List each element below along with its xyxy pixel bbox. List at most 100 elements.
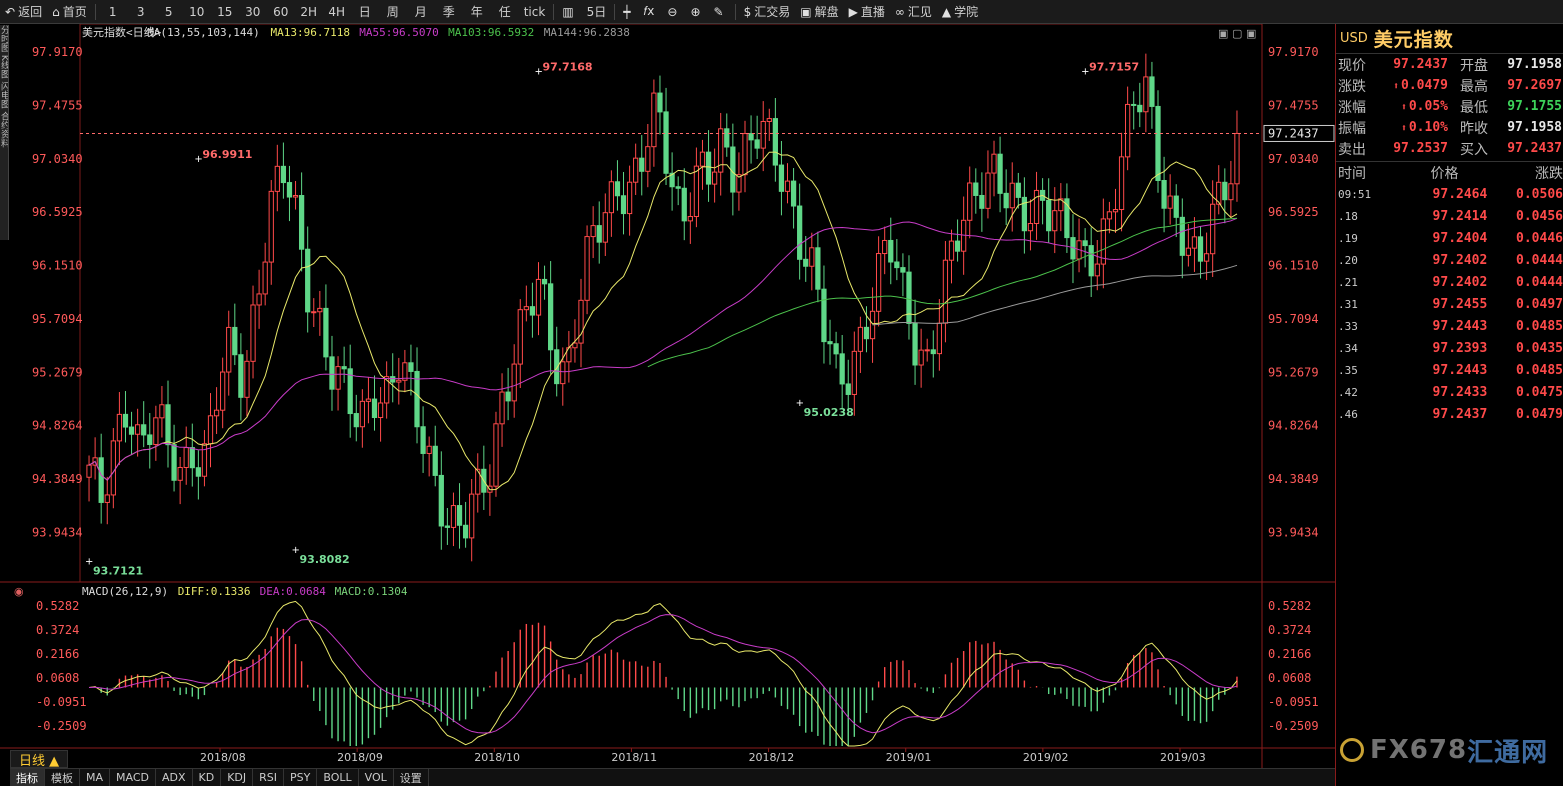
toolbar-btn-月[interactable]: 月 xyxy=(407,0,435,24)
candle-body xyxy=(718,128,724,173)
chart-header-text: MA55:96.5070 xyxy=(359,26,438,39)
candle-body xyxy=(900,267,906,273)
price-axis-left-label: 93.9434 xyxy=(32,525,83,539)
tick-time: .46 xyxy=(1338,407,1358,421)
toolbar-btn-5[interactable]: 5 xyxy=(155,0,183,24)
candle-body xyxy=(936,322,942,355)
tick-change: 0.0479 xyxy=(1516,406,1563,422)
toolbar-btn-back-arrow[interactable]: ↶ 返回 xyxy=(0,0,47,24)
toolbar-btn-季[interactable]: 季 xyxy=(435,0,463,24)
toolbar-btn-bar-chart[interactable]: ▥ xyxy=(557,0,581,24)
indicator-tab-VOL[interactable]: VOL xyxy=(359,768,394,786)
tick-row: .42 97.2433 0.0475 xyxy=(1336,381,1563,403)
toolbar-btn-fx[interactable]: 𝑓x xyxy=(639,0,663,24)
indicator-tab-PSY[interactable]: PSY xyxy=(284,768,318,786)
toolbar-btn-2H[interactable]: 2H xyxy=(295,0,323,24)
quote-panel: USD 美元指数 现价 97.2437 开盘 97.1958 涨跌 ⬆ 0.0479 最高 97… xyxy=(1335,24,1563,786)
tick-time: .18 xyxy=(1338,209,1358,223)
indicator-tab-MA[interactable]: MA xyxy=(80,768,111,786)
toolbar-label: 2H xyxy=(300,4,318,19)
period-selector[interactable]: 日线 ▲ xyxy=(10,750,69,769)
toolbar-btn-zoom-in[interactable]: ⊕ xyxy=(685,0,708,24)
chart-header-text: MA103:96.5932 xyxy=(448,26,534,39)
price-chart[interactable]: 97.9170 97.9170 97.4755 97.4755 97.0340 97.03… xyxy=(0,24,1335,786)
tick-time: .19 xyxy=(1338,231,1358,245)
toolbar-label: tick xyxy=(523,4,546,19)
toolbar-btn-任[interactable]: 任 xyxy=(491,0,519,24)
candle-body xyxy=(1131,103,1137,106)
price-axis-left-label: 94.3849 xyxy=(32,472,83,486)
indicator-tab-ADX[interactable]: ADX xyxy=(156,768,193,786)
candle-body xyxy=(122,413,129,428)
toolbar-btn-年[interactable]: 年 xyxy=(463,0,491,24)
price-axis-left-label: 96.5925 xyxy=(32,205,83,219)
toolbar-btn-周[interactable]: 周 xyxy=(379,0,407,24)
indicator-tab-BOLL[interactable]: BOLL xyxy=(317,768,359,786)
symbol-name: 美元指数 xyxy=(1373,29,1454,51)
toolbar-label: 4H xyxy=(328,4,346,19)
toolbar-btn-draw-pen[interactable]: ✎ xyxy=(709,0,732,24)
candle-body xyxy=(748,133,754,141)
candle-body xyxy=(250,304,256,362)
indicator-tab-设置[interactable]: 设置 xyxy=(394,768,429,786)
tick-price-header: 价格 xyxy=(1430,165,1459,182)
toolbar-btn-60[interactable]: 60 xyxy=(267,0,295,24)
candle-body xyxy=(1064,198,1070,239)
toolbar-btn-5日[interactable]: 5日 xyxy=(582,0,612,24)
candle-body xyxy=(681,187,687,222)
quote-label: 现价 xyxy=(1338,57,1366,74)
extreme-marker: + xyxy=(292,545,300,556)
toolbar-btn-video[interactable]: ▶ 直播 xyxy=(844,0,890,24)
toolbar-btn-4H[interactable]: 4H xyxy=(323,0,351,24)
macd-axis-right-label: -0.0951 xyxy=(1268,695,1319,709)
toolbar-btn-tick[interactable]: tick xyxy=(519,0,551,24)
candle-body xyxy=(165,404,171,446)
candle-body xyxy=(1106,211,1113,220)
toolbar-btn-日[interactable]: 日 xyxy=(351,0,379,24)
toolbar-btn-dollar[interactable]: $ 汇交易 xyxy=(739,0,796,24)
indicator-tab-RSI[interactable]: RSI xyxy=(253,768,285,786)
candle-body xyxy=(1046,199,1052,232)
candle-body xyxy=(784,180,791,192)
candle-body xyxy=(1058,198,1064,212)
toolbar-btn-graduation-cap[interactable]: ▲ 学院 xyxy=(937,0,983,24)
candle-body xyxy=(906,271,912,324)
quote-value: 97.2697 xyxy=(1507,78,1562,93)
tick-row: .18 97.2414 0.0456 xyxy=(1336,205,1563,227)
toolbar-btn-1[interactable]: 1 xyxy=(99,0,127,24)
candle-body xyxy=(189,447,195,469)
left-view-switcher[interactable]: 分时图 K线图 闪电图 合约资料 xyxy=(0,25,9,240)
toolbar-separator xyxy=(614,3,616,20)
candle-body xyxy=(86,464,92,478)
toolbar-btn-3[interactable]: 3 xyxy=(127,0,155,24)
candle-body xyxy=(961,219,967,252)
link-icon: ∞ xyxy=(894,4,905,19)
candle-body xyxy=(1185,247,1191,256)
indicator-tab-KDJ[interactable]: KDJ xyxy=(221,768,254,786)
toolbar-btn-candlestick[interactable]: ┿ xyxy=(618,0,638,24)
toolbar-btn-link[interactable]: ∞ 汇见 xyxy=(890,0,937,24)
tick-time: .42 xyxy=(1338,385,1358,399)
toolbar-btn-15[interactable]: 15 xyxy=(211,0,239,24)
candle-body xyxy=(1015,182,1021,198)
candle-body xyxy=(602,212,608,243)
toolbar-btn-home[interactable]: ⌂ 首页 xyxy=(47,0,92,24)
candle-body xyxy=(1003,192,1009,209)
quote-row: 现价 97.2437 开盘 97.1958 xyxy=(1336,54,1563,75)
macd-dea-line xyxy=(88,614,1238,734)
toolbar-btn-30[interactable]: 30 xyxy=(239,0,267,24)
indicator-tab-KD[interactable]: KD xyxy=(193,768,222,786)
candle-body xyxy=(511,363,517,402)
high-annotation: 97.7157 xyxy=(1089,60,1139,73)
ma103-line xyxy=(647,217,1238,368)
toolbar-btn-zoom-out[interactable]: ⊖ xyxy=(662,0,685,24)
indicator-tab-指标[interactable]: 指标 xyxy=(10,768,45,786)
chart-header-text: MA144:96.2838 xyxy=(544,26,630,39)
quote-label: 最高 xyxy=(1460,78,1488,95)
indicator-tab-MACD[interactable]: MACD xyxy=(110,768,156,786)
toolbar-btn-10[interactable]: 10 xyxy=(183,0,211,24)
candle-body xyxy=(359,400,365,428)
price-axis-right-label: 97.4755 xyxy=(1268,98,1319,112)
indicator-tab-模板[interactable]: 模板 xyxy=(45,768,80,786)
toolbar-btn-chat[interactable]: ▣ 解盘 xyxy=(795,0,843,24)
